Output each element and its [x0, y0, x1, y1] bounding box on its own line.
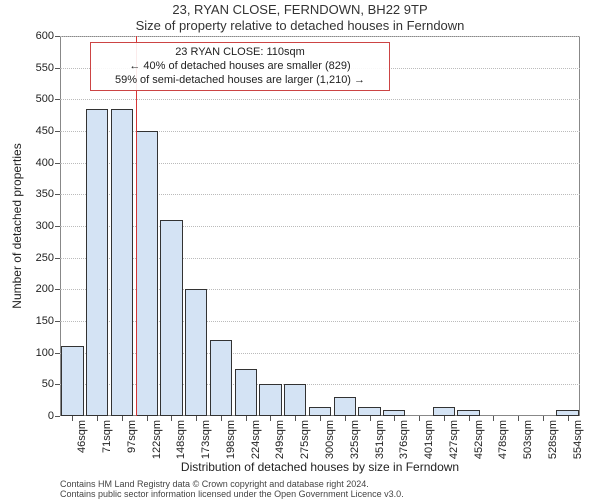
- bar: [433, 407, 455, 417]
- xtick-mark: [518, 416, 519, 421]
- chart-figure: 23, RYAN CLOSE, FERNDOWN, BH22 9TP Size …: [0, 0, 600, 500]
- title-subtitle: Size of property relative to detached ho…: [0, 18, 600, 33]
- ytick-label: 0: [14, 410, 54, 422]
- bar: [160, 220, 182, 416]
- title-address: 23, RYAN CLOSE, FERNDOWN, BH22 9TP: [0, 2, 600, 17]
- xtick-mark: [295, 416, 296, 421]
- xtick-label: 478sqm: [497, 420, 509, 459]
- xtick-label: 452sqm: [473, 420, 485, 459]
- ytick-mark: [55, 194, 60, 195]
- xtick-label: 528sqm: [547, 420, 559, 459]
- bar: [259, 384, 281, 416]
- ytick-label: 250: [14, 252, 54, 264]
- xtick-label: 325sqm: [349, 420, 361, 459]
- bar: [358, 407, 380, 417]
- xtick-label: 122sqm: [151, 420, 163, 459]
- xtick-label: 249sqm: [274, 420, 286, 459]
- xtick-mark: [72, 416, 73, 421]
- bar: [136, 131, 158, 416]
- ytick-label: 200: [14, 283, 54, 295]
- reference-line: [136, 36, 137, 416]
- bar: [334, 397, 356, 416]
- xtick-label: 401sqm: [423, 420, 435, 459]
- xtick-mark: [147, 416, 148, 421]
- xtick-label: 173sqm: [200, 420, 212, 459]
- xtick-mark: [419, 416, 420, 421]
- x-axis-label: Distribution of detached houses by size …: [60, 460, 580, 474]
- xtick-label: 427sqm: [448, 420, 460, 459]
- xtick-label: 376sqm: [398, 420, 410, 459]
- annotation-line-1: 23 RYAN CLOSE: 110sqm: [97, 46, 383, 60]
- ytick-mark: [55, 68, 60, 69]
- ytick-label: 550: [14, 62, 54, 74]
- xtick-mark: [171, 416, 172, 421]
- ytick-label: 400: [14, 157, 54, 169]
- xtick-mark: [444, 416, 445, 421]
- ytick-mark: [55, 99, 60, 100]
- ytick-mark: [55, 226, 60, 227]
- xtick-label: 46sqm: [76, 420, 88, 453]
- xtick-mark: [320, 416, 321, 421]
- xtick-label: 554sqm: [572, 420, 584, 459]
- xtick-mark: [394, 416, 395, 421]
- xtick-label: 300sqm: [324, 420, 336, 459]
- ytick-label: 450: [14, 125, 54, 137]
- annotation-box: 23 RYAN CLOSE: 110sqm← 40% of detached h…: [90, 42, 390, 91]
- bar: [61, 346, 83, 416]
- xtick-label: 224sqm: [250, 420, 262, 459]
- xtick-mark: [246, 416, 247, 421]
- bar: [86, 109, 108, 416]
- ytick-mark: [55, 289, 60, 290]
- bar: [111, 109, 133, 416]
- bar: [235, 369, 257, 417]
- xtick-label: 71sqm: [101, 420, 113, 453]
- xtick-label: 351sqm: [374, 420, 386, 459]
- ytick-label: 350: [14, 188, 54, 200]
- xtick-label: 198sqm: [225, 420, 237, 459]
- ytick-label: 300: [14, 220, 54, 232]
- ytick-mark: [55, 384, 60, 385]
- ytick-label: 100: [14, 347, 54, 359]
- bar: [309, 407, 331, 417]
- ytick-label: 500: [14, 93, 54, 105]
- ytick-mark: [55, 258, 60, 259]
- ytick-mark: [55, 163, 60, 164]
- ytick-mark: [55, 353, 60, 354]
- ytick-mark: [55, 36, 60, 37]
- plot-area: 05010015020025030035040045050055060046sq…: [60, 36, 580, 416]
- xtick-mark: [97, 416, 98, 421]
- ytick-mark: [55, 321, 60, 322]
- xtick-label: 503sqm: [522, 420, 534, 459]
- xtick-mark: [196, 416, 197, 421]
- ytick-label: 600: [14, 30, 54, 42]
- xtick-mark: [469, 416, 470, 421]
- xtick-mark: [370, 416, 371, 421]
- xtick-label: 97sqm: [126, 420, 138, 453]
- bar: [284, 384, 306, 416]
- xtick-mark: [568, 416, 569, 421]
- grid-line: [60, 99, 580, 100]
- ytick-mark: [55, 416, 60, 417]
- xtick-label: 275sqm: [299, 420, 311, 459]
- xtick-mark: [270, 416, 271, 421]
- bar: [210, 340, 232, 416]
- xtick-mark: [345, 416, 346, 421]
- xtick-mark: [122, 416, 123, 421]
- footer-line-2: Contains public sector information licen…: [60, 490, 580, 500]
- grid-line: [60, 36, 580, 37]
- annotation-line-3: 59% of semi-detached houses are larger (…: [97, 74, 383, 88]
- annotation-line-2: ← 40% of detached houses are smaller (82…: [97, 60, 383, 74]
- ytick-label: 150: [14, 315, 54, 327]
- xtick-mark: [543, 416, 544, 421]
- ytick-mark: [55, 131, 60, 132]
- ytick-label: 50: [14, 378, 54, 390]
- xtick-label: 148sqm: [175, 420, 187, 459]
- xtick-mark: [221, 416, 222, 421]
- license-footer: Contains HM Land Registry data © Crown c…: [60, 480, 580, 500]
- xtick-mark: [493, 416, 494, 421]
- bar: [185, 289, 207, 416]
